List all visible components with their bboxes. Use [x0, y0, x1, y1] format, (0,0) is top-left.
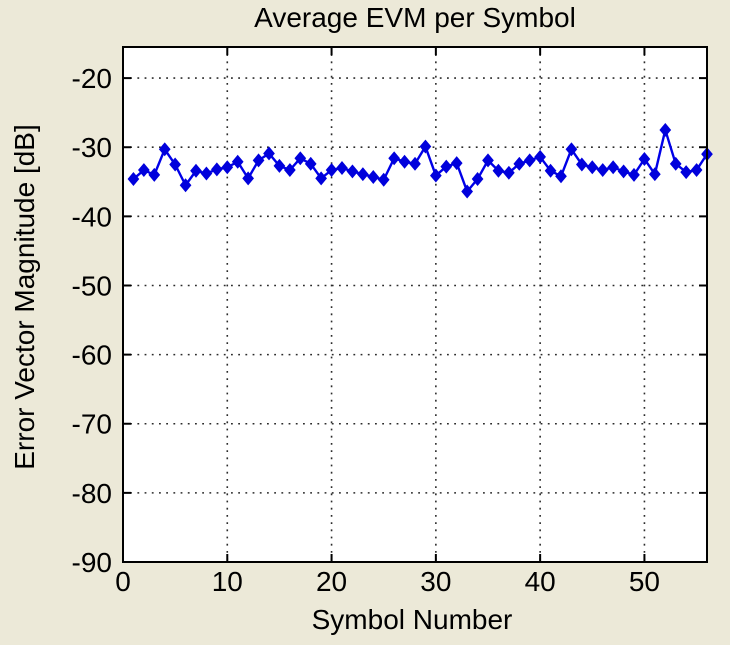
diamond-marker	[127, 172, 140, 187]
diamond-marker	[221, 160, 234, 175]
diamond-marker	[409, 156, 421, 171]
diamond-marker	[555, 169, 567, 184]
diamond-marker	[231, 154, 244, 169]
diamond-marker	[242, 171, 254, 186]
diamond-marker	[471, 172, 484, 187]
diamond-marker	[461, 184, 473, 199]
diamond-marker	[649, 167, 661, 182]
diamond-marker	[607, 160, 619, 175]
y-tick-label: -80	[72, 478, 112, 509]
diamond-marker	[273, 158, 286, 173]
diamond-marker	[211, 162, 223, 177]
diamond-marker	[148, 167, 161, 182]
diamond-marker	[617, 164, 630, 179]
diamond-marker	[492, 163, 505, 178]
x-tick-label: 30	[420, 566, 451, 597]
diamond-marker	[190, 163, 202, 178]
diamond-marker	[398, 154, 411, 169]
data-series	[127, 122, 713, 199]
diamond-marker	[628, 167, 640, 182]
diamond-marker	[419, 139, 432, 154]
diamond-marker	[534, 149, 546, 164]
diamond-marker	[169, 157, 181, 172]
diamond-marker	[523, 153, 536, 168]
diamond-marker	[158, 142, 171, 157]
diamond-marker	[596, 163, 609, 178]
x-tick-label: 10	[212, 566, 243, 597]
tick-marks	[122, 47, 707, 563]
diamond-marker	[430, 168, 442, 183]
y-tick-label: -20	[72, 63, 112, 94]
diamond-marker	[388, 151, 400, 166]
tick-labels: 0 10 20 30 40 50 -20 -30 -40 -50 -60 -70 -80 -90	[72, 63, 660, 597]
chart-title: Average EVM per Symbol	[254, 2, 576, 33]
diamond-marker	[357, 167, 369, 182]
y-tick-label: -90	[72, 547, 112, 578]
diamond-marker	[576, 157, 588, 172]
y-tick-label: -60	[72, 340, 112, 371]
diamond-marker	[377, 172, 390, 187]
diamond-marker	[586, 160, 599, 175]
diamond-marker	[325, 163, 338, 178]
diamond-marker	[638, 152, 651, 166]
y-tick-label: -70	[72, 409, 112, 440]
diamond-marker	[284, 163, 296, 178]
y-axis-label: Error Vector Magnitude [dB]	[9, 124, 40, 470]
diamond-marker	[450, 156, 463, 171]
diamond-marker	[669, 156, 682, 171]
y-tick-label: -40	[72, 201, 112, 232]
x-tick-label: 0	[115, 566, 131, 597]
x-tick-label: 40	[525, 566, 556, 597]
diamond-marker	[200, 166, 213, 181]
diamond-marker	[659, 122, 672, 137]
diamond-marker	[367, 169, 380, 184]
diamond-marker	[252, 153, 265, 168]
diamond-marker	[690, 163, 703, 178]
y-tick-label: -50	[72, 270, 112, 301]
plot-area	[123, 47, 707, 562]
diamond-marker	[179, 178, 192, 193]
diamond-marker	[346, 164, 359, 179]
diamond-marker	[138, 163, 150, 178]
y-tick-label: -30	[72, 132, 112, 163]
x-tick-label: 50	[629, 566, 660, 597]
diamond-marker	[513, 156, 526, 171]
diamond-marker	[680, 165, 692, 180]
diamond-marker	[544, 163, 557, 178]
diamond-marker	[294, 151, 307, 166]
x-tick-label: 20	[316, 566, 347, 597]
diamond-marker	[263, 146, 275, 161]
diamond-marker	[336, 160, 348, 175]
diamond-marker	[482, 153, 494, 168]
diamond-marker	[304, 156, 317, 171]
diamond-marker	[440, 159, 453, 174]
diamond-marker	[315, 171, 327, 186]
axes-box	[122, 46, 708, 563]
diamond-marker	[565, 142, 578, 157]
x-axis-label: Symbol Number	[312, 604, 513, 635]
diamond-marker	[503, 165, 515, 180]
